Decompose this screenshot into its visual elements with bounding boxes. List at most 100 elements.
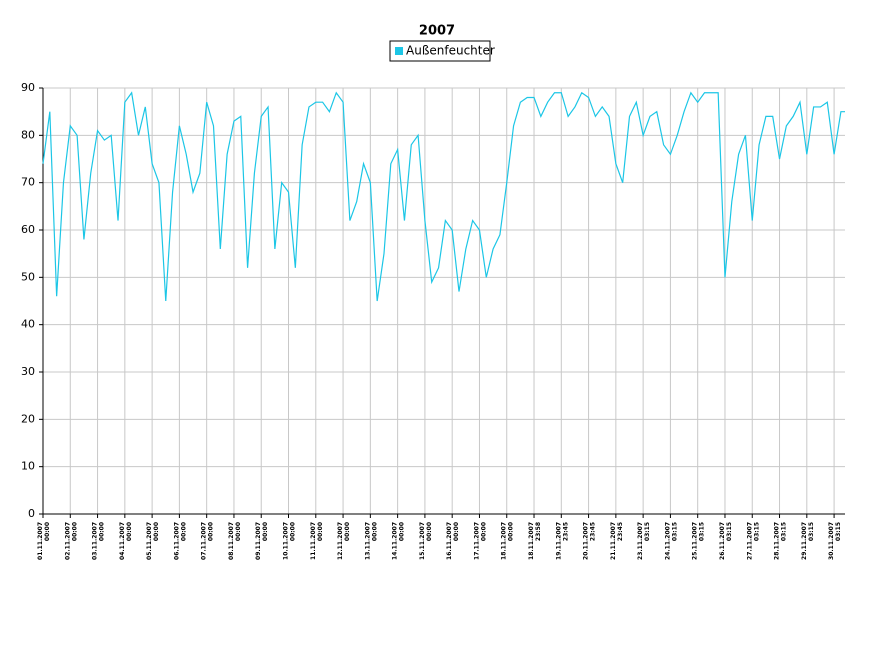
x-tick-label-line: 27.11.2007 [746,522,753,560]
x-tick-label: 20.11.200723:45 [582,522,596,560]
x-tick-label-line: 15.11.2007 [418,522,425,560]
legend-box [389,40,491,62]
x-tick-label-line: 11.11.2007 [309,522,316,560]
x-tick-label-line: 03:15 [725,522,732,541]
x-tick-label-line: 00:00 [234,522,241,541]
x-tick-label-line: 03:15 [753,522,760,541]
x-tick-label: 26.11.200703:15 [718,522,732,560]
x-tick-label: 03.11.200700:00 [91,522,105,560]
x-tick-label-line: 00:00 [480,522,487,541]
x-tick-label-line: 00:00 [44,522,51,541]
x-tick-label-line: 00:00 [125,522,132,541]
x-tick-label: 02.11.200700:00 [64,522,78,560]
x-tick-label-line: 00:00 [316,522,323,541]
x-tick-label-line: 23:45 [616,522,623,541]
x-tick-label-line: 04.11.2007 [118,522,125,560]
x-tick-label-line: 10.11.2007 [282,522,289,560]
x-tick-label-line: 03:15 [780,522,787,541]
x-tick-label: 30.11.200703:15 [828,522,842,560]
x-tick-label-line: 12.11.2007 [337,522,344,560]
x-tick-label: 11.11.200700:00 [309,522,323,560]
y-tick-label: 0 [28,507,35,520]
x-tick-label: 12.11.200700:00 [337,522,351,560]
y-tick-label: 50 [21,270,35,283]
x-tick-label-line: 23:45 [562,522,569,541]
x-tick-label-line: 25.11.2007 [691,522,698,560]
y-tick-label: 80 [21,128,35,141]
x-tick-label-line: 20.11.2007 [582,522,589,560]
x-tick-label: 13.11.200700:00 [364,522,378,560]
x-tick-label-line: 05.11.2007 [146,522,153,560]
x-tick-label-line: 18.11.2007 [528,522,535,560]
legend-label: Außenfeuchter [406,44,495,58]
x-tick-label-line: 00:00 [153,522,160,541]
x-tick-label: 28.11.200703:15 [773,522,787,560]
x-tick-label-line: 00:00 [180,522,187,541]
x-tick-label-line: 21.11.2007 [609,522,616,560]
x-tick-label: 21.11.200723:45 [609,522,623,560]
x-tick-label-line: 00:00 [98,522,105,541]
x-tick-label-line: 14.11.2007 [391,522,398,560]
x-tick-label-line: 00:00 [425,522,432,541]
x-tick-label: 24.11.200703:15 [664,522,678,560]
x-tick-label: 18.11.200700:00 [500,522,514,560]
x-tick-label: 19.11.200723:45 [555,522,569,560]
x-tick-label-line: 09.11.2007 [255,522,262,560]
x-tick-label: 15.11.200700:00 [418,522,432,560]
y-tick-label: 70 [21,176,35,189]
x-tick-label-line: 30.11.2007 [828,522,835,560]
x-tick-label-line: 23.11.2007 [637,522,644,560]
x-tick-label-line: 00:00 [507,522,514,541]
x-tick-label: 23.11.200703:15 [637,522,651,560]
x-tick-label: 05.11.200700:00 [146,522,160,560]
x-tick-label-line: 23:45 [589,522,596,541]
x-tick-label-line: 03.11.2007 [91,522,98,560]
x-tick-label: 17.11.200700:00 [473,522,487,560]
x-tick-label-line: 00:00 [289,522,296,541]
x-tick-label-line: 00:00 [371,522,378,541]
x-tick-label-line: 03:15 [671,522,678,541]
x-tick-label: 04.11.200700:00 [118,522,132,560]
x-tick-label-line: 02.11.2007 [64,522,71,560]
x-tick-label: 16.11.200700:00 [446,522,460,560]
x-tick-label: 08.11.200700:00 [227,522,241,560]
plot-area [43,88,845,514]
y-tick-label: 60 [21,223,35,236]
x-tick-label-line: 13.11.2007 [364,522,371,560]
y-tick-label: 90 [21,81,35,94]
x-tick-label-line: 28.11.2007 [773,522,780,560]
x-tick-label-line: 00:00 [262,522,269,541]
x-tick-label-line: 00:00 [398,522,405,541]
x-tick-label-line: 00:00 [207,522,214,541]
x-tick-label-line: 08.11.2007 [227,522,234,560]
x-tick-label: 06.11.200700:00 [173,522,187,560]
x-tick-label-line: 03:15 [835,522,842,541]
x-tick-label: 25.11.200703:15 [691,522,705,560]
line-series [42,91,845,302]
x-tick-label-line: 03:15 [807,522,814,541]
x-tick-label-line: 01.11.2007 [37,522,44,560]
x-tick-label-line: 29.11.2007 [800,522,807,560]
x-tick-label-line: 18.11.2007 [500,522,507,560]
y-tick-label: 20 [21,412,35,425]
legend-swatch [395,47,403,55]
x-tick-label: 09.11.200700:00 [255,522,269,560]
x-tick-label-line: 00:00 [453,522,460,541]
x-tick-label: 10.11.200700:00 [282,522,296,560]
y-tick-label: 40 [21,318,35,331]
x-tick-label: 07.11.200700:00 [200,522,214,560]
x-tick-label-line: 19.11.2007 [555,522,562,560]
y-tick-label: 10 [21,460,35,473]
x-tick-label-line: 03:15 [698,522,705,541]
x-tick-label: 18.11.200723:58 [528,522,542,560]
x-tick-label-line: 26.11.2007 [718,522,725,560]
x-tick-label: 27.11.200703:15 [746,522,760,560]
x-tick-label-line: 00:00 [71,522,78,541]
y-tick-label: 30 [21,365,35,378]
x-tick-label: 14.11.200700:00 [391,522,405,560]
chart-title: 2007 [419,24,455,39]
x-tick-label-line: 03:15 [644,522,651,541]
x-tick-label-line: 23:58 [535,522,542,541]
x-tick-label-line: 17.11.2007 [473,522,480,560]
